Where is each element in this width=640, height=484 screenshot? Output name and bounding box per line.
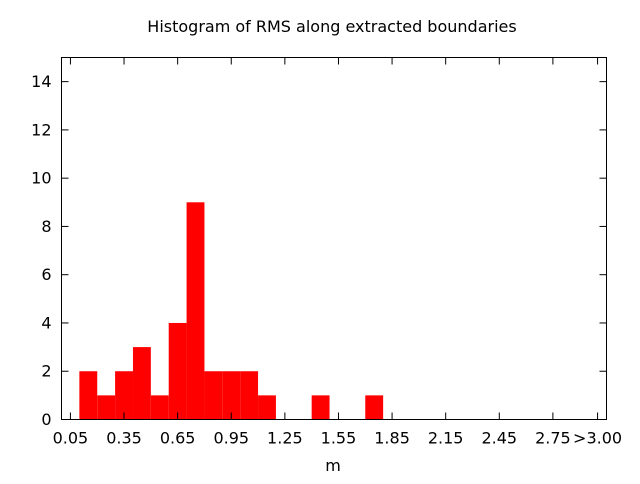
plot-frame [61,57,607,420]
histogram-bar [365,395,384,420]
x-tick-label: 2.15 [428,429,464,448]
bars-layer [79,202,384,420]
x-tick-label: 1.55 [321,429,357,448]
y-tick-label: 10 [31,169,51,188]
histogram-bar [311,395,330,420]
histogram-bar [204,371,223,420]
histogram-bar [240,371,259,420]
histogram-bar [97,395,116,420]
y-tick-label: 8 [41,217,51,236]
x-tick-label: 1.85 [374,429,410,448]
y-tick-label: 4 [41,313,51,332]
y-tick-label: 6 [41,265,51,284]
y-tick-label: 14 [31,72,51,91]
histogram-bar [186,202,205,420]
x-axis-label: m [325,456,341,475]
histogram-bar [79,371,98,420]
histogram-bar [168,322,187,420]
x-tick-label: 2.75 [535,429,571,448]
ticks-layer: 0 2 4 6 8 10 12 14 0.05 0.35 0.65 0.95 1.25 1.55 1.85 2… [31,57,622,448]
chart-title: Histogram of RMS along extracted boundar… [147,17,516,36]
y-tick-label: 12 [31,120,51,139]
y-tick-label: 2 [41,362,51,381]
x-tick-label: >3.00 [573,429,622,448]
x-tick-label: 1.25 [267,429,303,448]
x-tick-label: 0.35 [106,429,142,448]
x-tick-label: 2.45 [481,429,517,448]
x-tick-label: 0.65 [160,429,196,448]
histogram-bar [222,371,241,420]
histogram-bar [150,395,169,420]
y-tick-label: 0 [41,410,51,429]
histogram-bar [258,395,276,420]
x-tick-label: 0.95 [213,429,249,448]
histogram-bar [132,347,151,420]
x-tick-label: 0.05 [53,429,89,448]
histogram-bar [115,371,133,420]
